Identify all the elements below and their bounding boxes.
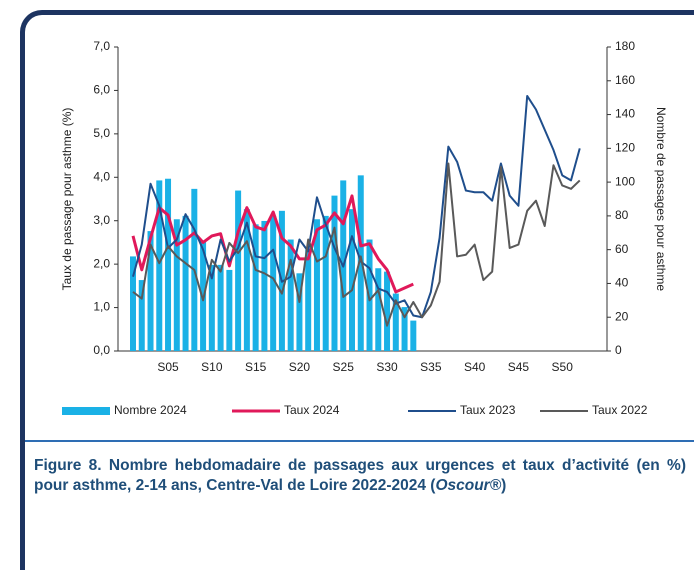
bar [138,280,145,351]
y-tick-label: 6,0 [93,83,110,97]
y-tick-label: 7,0 [93,39,110,53]
bar [287,239,294,351]
y-tick-label: 3,0 [93,213,110,227]
bar [357,175,364,351]
y2-tick-label: 0 [615,343,622,357]
x-tick-label: S40 [464,360,486,374]
bar [410,320,417,351]
y-axis-title: Taux de passage pour asthme (%) [60,108,74,291]
line [132,94,581,319]
y-tick-label: 4,0 [93,169,110,183]
caption-end: ) [501,477,507,494]
legend-label: Taux 2022 [592,403,648,417]
legend-label: Taux 2023 [460,403,516,417]
legend-label: Nombre 2024 [114,403,187,417]
bar [313,219,320,351]
y-tick-label: 5,0 [93,126,110,140]
bar [156,180,163,351]
bar [375,268,382,351]
separator [25,440,694,442]
bar [235,190,242,351]
legend-label: Taux 2024 [284,403,340,417]
page: Figure 8. Nombre hebdomadaire de passage… [20,10,694,570]
bar [226,269,233,351]
x-tick-label: S15 [245,360,267,374]
x-tick-label: S20 [289,360,311,374]
x-tick-label: S50 [552,360,574,374]
y2-tick-label: 120 [615,141,635,155]
bar [182,215,189,351]
x-tick-label: S35 [420,360,442,374]
y-tick-label: 1,0 [93,300,110,314]
frame [20,10,694,570]
bar [392,293,399,351]
bar [331,195,338,351]
bar [217,264,224,351]
bar [165,178,172,351]
y-tick-label: 0,0 [93,343,110,357]
y2-tick-label: 160 [615,73,635,87]
y2-tick-label: 20 [615,309,629,323]
bar [147,231,154,351]
y2-tick-label: 40 [615,276,629,290]
y2-tick-label: 80 [615,208,629,222]
x-tick-label: S25 [333,360,355,374]
bar [305,249,312,351]
y2-axis-title: Nombre de passages pour asthme [654,107,668,291]
y2-tick-label: 100 [615,174,635,188]
legend-swatch [62,407,110,415]
x-tick-label: S45 [508,360,530,374]
line [131,194,414,294]
x-tick-label: S05 [157,360,179,374]
y2-tick-label: 140 [615,107,635,121]
line [132,162,581,327]
bar [208,264,215,351]
caption-text: Figure 8. Nombre hebdomadaire de passage… [34,457,686,494]
bar [252,224,259,351]
bar [243,209,250,351]
x-tick-label: S30 [376,360,398,374]
bar [322,215,329,351]
bar [401,307,408,351]
x-tick-label: S10 [201,360,223,374]
caption: Figure 8. Nombre hebdomadaire de passage… [34,456,686,496]
y2-tick-label: 60 [615,242,629,256]
bar [384,271,391,351]
caption-source: Oscour® [435,477,502,494]
bar [130,256,136,351]
y2-tick-label: 180 [615,39,635,53]
bar [173,219,180,351]
chart: Taux de passage pour asthme (%) Nombre d… [60,39,668,417]
bar [261,220,268,351]
bar [349,209,355,351]
y-tick-label: 2,0 [93,256,110,270]
bar [296,273,303,351]
bar [270,215,277,351]
